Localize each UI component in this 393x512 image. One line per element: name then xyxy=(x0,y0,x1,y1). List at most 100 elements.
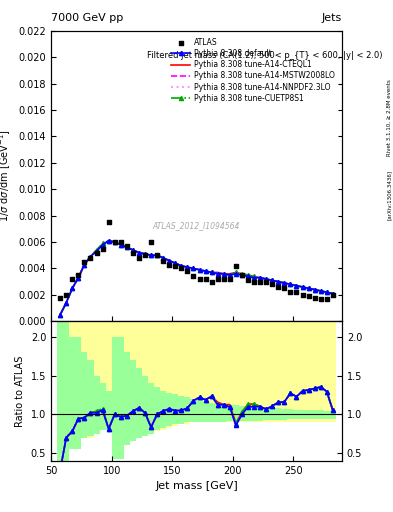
ATLAS xyxy=(57,293,63,302)
Text: Rivet 3.1.10, ≥ 2.8M events: Rivet 3.1.10, ≥ 2.8M events xyxy=(387,79,392,156)
Pythia 8.308 default xyxy=(300,284,305,290)
Pythia 8.308 tune-A14-MSTW2008LO xyxy=(331,290,335,296)
Pythia 8.308 tune-A14-CTEQL1 xyxy=(155,252,160,259)
Legend: ATLAS, Pythia 8.308 default, Pythia 8.308 tune-A14-CTEQL1, Pythia 8.308 tune-A14: ATLAS, Pythia 8.308 default, Pythia 8.30… xyxy=(168,34,338,106)
Pythia 8.308 tune-A14-NNPDF2.3LO xyxy=(246,273,250,280)
ATLAS xyxy=(239,271,245,279)
Pythia 8.308 tune-A14-CTEQL1 xyxy=(258,274,263,281)
ATLAS xyxy=(94,248,100,257)
ATLAS xyxy=(281,284,288,292)
Pythia 8.308 tune-A14-MSTW2008LO xyxy=(282,280,287,286)
Pythia 8.308 default xyxy=(282,280,287,286)
Pythia 8.308 tune-A14-MSTW2008LO xyxy=(82,262,87,268)
Pythia 8.308 default xyxy=(118,242,123,248)
Pythia 8.308 default xyxy=(149,252,153,259)
Pythia 8.308 tune-A14-CTEQL1 xyxy=(130,247,135,253)
Pythia 8.308 tune-A14-NNPDF2.3LO xyxy=(137,249,141,255)
Pythia 8.308 tune-CUETP8S1 xyxy=(300,284,305,290)
Pythia 8.308 tune-CUETP8S1 xyxy=(155,252,160,259)
Pythia 8.308 tune-A14-NNPDF2.3LO xyxy=(318,288,323,294)
X-axis label: Jet mass [GeV]: Jet mass [GeV] xyxy=(155,481,238,491)
Pythia 8.308 tune-A14-NNPDF2.3LO xyxy=(167,258,172,264)
Pythia 8.308 tune-A14-MSTW2008LO xyxy=(270,278,275,284)
ATLAS xyxy=(142,251,148,260)
Pythia 8.308 tune-CUETP8S1 xyxy=(143,251,147,257)
ATLAS xyxy=(287,288,294,296)
Pythia 8.308 tune-A14-NNPDF2.3LO xyxy=(100,242,105,248)
Pythia 8.308 tune-A14-NNPDF2.3LO xyxy=(306,285,311,291)
ATLAS xyxy=(323,295,330,303)
Pythia 8.308 tune-CUETP8S1 xyxy=(324,289,329,295)
Pythia 8.308 tune-CUETP8S1 xyxy=(276,279,281,285)
Pythia 8.308 tune-CUETP8S1 xyxy=(233,269,238,275)
ATLAS xyxy=(87,254,94,262)
Pythia 8.308 tune-A14-NNPDF2.3LO xyxy=(143,251,147,257)
Pythia 8.308 tune-A14-NNPDF2.3LO xyxy=(215,271,220,277)
Pythia 8.308 tune-A14-NNPDF2.3LO xyxy=(240,272,244,278)
Pythia 8.308 tune-A14-NNPDF2.3LO xyxy=(197,267,202,273)
Pythia 8.308 tune-A14-CTEQL1 xyxy=(64,300,69,306)
Pythia 8.308 tune-A14-MSTW2008LO xyxy=(88,253,93,260)
Pythia 8.308 tune-CUETP8S1 xyxy=(282,280,287,286)
ATLAS xyxy=(118,238,124,246)
Pythia 8.308 default xyxy=(221,271,226,277)
ATLAS xyxy=(196,275,203,283)
ATLAS xyxy=(130,248,136,257)
Pythia 8.308 tune-A14-NNPDF2.3LO xyxy=(161,255,165,261)
Pythia 8.308 default xyxy=(155,252,160,259)
Pythia 8.308 tune-A14-CTEQL1 xyxy=(161,255,165,261)
Pythia 8.308 tune-A14-CTEQL1 xyxy=(221,271,226,277)
Pythia 8.308 tune-A14-MSTW2008LO xyxy=(252,274,256,281)
ATLAS xyxy=(275,283,281,291)
ATLAS xyxy=(318,295,324,303)
Pythia 8.308 tune-A14-NNPDF2.3LO xyxy=(209,269,214,275)
Pythia 8.308 tune-A14-NNPDF2.3LO xyxy=(191,265,196,271)
Pythia 8.308 tune-CUETP8S1 xyxy=(64,300,69,306)
Pythia 8.308 tune-CUETP8S1 xyxy=(94,247,99,253)
Pythia 8.308 default xyxy=(258,274,263,281)
Pythia 8.308 default xyxy=(167,258,172,264)
Pythia 8.308 tune-A14-NNPDF2.3LO xyxy=(324,289,329,295)
Pythia 8.308 default xyxy=(100,242,105,248)
Pythia 8.308 tune-CUETP8S1 xyxy=(118,242,123,248)
Pythia 8.308 tune-A14-NNPDF2.3LO xyxy=(185,264,190,270)
Pythia 8.308 tune-A14-CTEQL1 xyxy=(191,265,196,271)
Pythia 8.308 tune-A14-NNPDF2.3LO xyxy=(221,271,226,277)
Pythia 8.308 tune-A14-MSTW2008LO xyxy=(294,283,299,289)
Pythia 8.308 tune-A14-CTEQL1 xyxy=(76,274,81,281)
Pythia 8.308 tune-A14-CTEQL1 xyxy=(58,312,62,318)
Pythia 8.308 tune-A14-NNPDF2.3LO xyxy=(118,242,123,248)
Text: ATLAS_2012_I1094564: ATLAS_2012_I1094564 xyxy=(153,221,240,230)
ATLAS xyxy=(136,254,142,262)
Pythia 8.308 tune-CUETP8S1 xyxy=(203,268,208,274)
Pythia 8.308 tune-A14-CTEQL1 xyxy=(203,268,208,274)
Pythia 8.308 default xyxy=(294,283,299,289)
Pythia 8.308 tune-A14-CTEQL1 xyxy=(185,264,190,270)
Pythia 8.308 tune-CUETP8S1 xyxy=(173,260,178,266)
ATLAS xyxy=(190,272,196,281)
Pythia 8.308 tune-A14-CTEQL1 xyxy=(118,242,123,248)
Pythia 8.308 default xyxy=(112,239,117,245)
Pythia 8.308 tune-A14-NNPDF2.3LO xyxy=(58,312,62,318)
Pythia 8.308 tune-A14-NNPDF2.3LO xyxy=(288,281,293,287)
Pythia 8.308 tune-A14-CTEQL1 xyxy=(270,278,275,284)
Pythia 8.308 default xyxy=(191,265,196,271)
ATLAS xyxy=(69,275,75,283)
ATLAS xyxy=(154,251,160,260)
Pythia 8.308 tune-A14-CTEQL1 xyxy=(246,272,250,278)
Pythia 8.308 tune-A14-CTEQL1 xyxy=(276,279,281,285)
ATLAS xyxy=(330,291,336,299)
Pythia 8.308 tune-CUETP8S1 xyxy=(106,238,111,244)
Pythia 8.308 tune-CUETP8S1 xyxy=(246,272,250,278)
Pythia 8.308 tune-A14-CTEQL1 xyxy=(100,242,105,248)
Pythia 8.308 default xyxy=(179,263,184,269)
Pythia 8.308 default xyxy=(264,276,268,282)
Pythia 8.308 tune-A14-NNPDF2.3LO xyxy=(125,244,129,250)
Pythia 8.308 tune-A14-MSTW2008LO xyxy=(288,281,293,287)
Pythia 8.308 default xyxy=(94,248,99,254)
Pythia 8.308 tune-A14-MSTW2008LO xyxy=(76,274,81,281)
Pythia 8.308 tune-A14-MSTW2008LO xyxy=(58,312,62,318)
Line: Pythia 8.308 default: Pythia 8.308 default xyxy=(58,239,335,317)
Pythia 8.308 tune-CUETP8S1 xyxy=(191,265,196,271)
Pythia 8.308 tune-A14-CTEQL1 xyxy=(233,269,238,275)
